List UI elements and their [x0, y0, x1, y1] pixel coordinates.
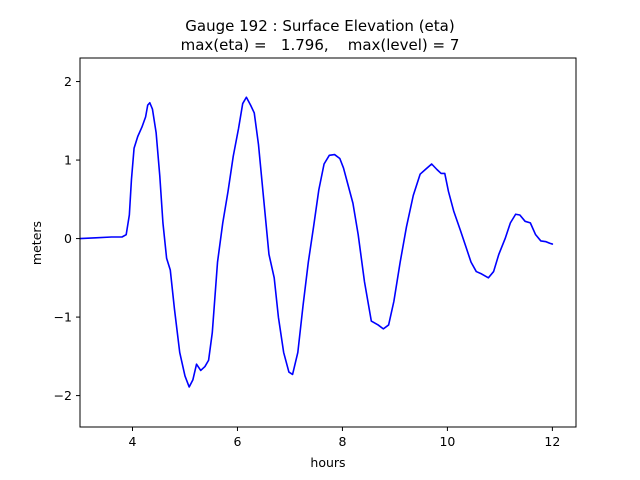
plot-frame — [79, 57, 577, 428]
x-tick-label: 12 — [544, 434, 560, 449]
x-tick-label: 10 — [439, 434, 455, 449]
plot-area — [79, 57, 577, 428]
y-tick-label: 2 — [64, 74, 72, 89]
x-tick-label: 8 — [338, 434, 346, 449]
series-layer — [79, 96, 554, 388]
chart-title-line-2: max(eta) = 1.796, max(level) = 7 — [181, 36, 460, 54]
chart-title-line-1: Gauge 192 : Surface Elevation (eta) — [185, 17, 454, 35]
x-axis-label: hours — [310, 455, 345, 470]
y-tick-label: 1 — [64, 153, 72, 168]
plot-background — [80, 58, 576, 427]
x-axis-ticks: 4 6 8 10 12 — [129, 427, 560, 449]
x-tick-label: 4 — [129, 434, 137, 449]
y-tick-label: −2 — [54, 388, 72, 403]
y-axis-ticks: 2 1 0 −1 −2 — [54, 74, 80, 403]
y-axis-label: meters — [29, 221, 44, 265]
series-line-eta — [79, 96, 554, 388]
y-tick-label: −1 — [54, 310, 72, 325]
x-tick-label: 6 — [233, 434, 241, 449]
y-tick-label: 0 — [64, 231, 72, 246]
